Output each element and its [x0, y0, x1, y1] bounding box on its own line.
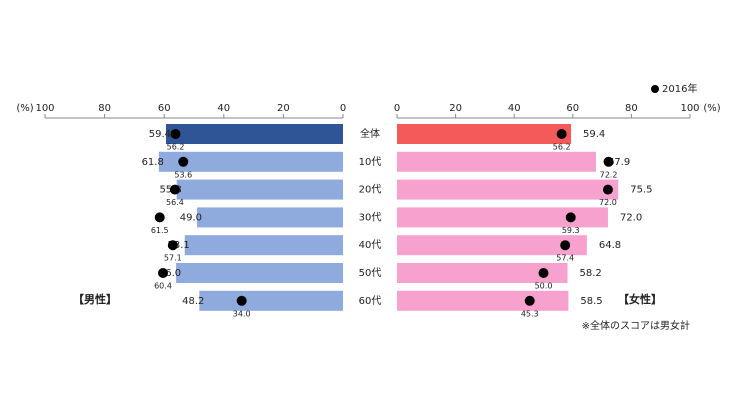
bar	[397, 124, 572, 144]
value-label: 59.4	[149, 129, 171, 140]
dot-label: 56.4	[166, 198, 184, 207]
axis-unit: (%)	[16, 103, 33, 114]
value-label: 75.5	[630, 185, 652, 196]
dot-2016	[603, 156, 614, 167]
dot-label: 59.3	[562, 226, 580, 235]
category-label: 30代	[359, 211, 382, 223]
axis-unit: (%)	[703, 103, 720, 114]
dot-label: 72.0	[599, 198, 617, 207]
dot-2016	[560, 240, 571, 251]
x-tick-label: 40	[217, 103, 230, 114]
bar	[397, 235, 587, 256]
value-label: 56.0	[159, 268, 181, 279]
dot-2016	[556, 129, 567, 139]
value-label: 53.1	[167, 240, 189, 251]
bar	[199, 290, 343, 311]
x-tick-label: 100	[35, 103, 54, 114]
value-label: 58.5	[580, 296, 602, 307]
dot-label: 72.2	[600, 170, 618, 179]
category-label: 40代	[359, 239, 382, 251]
dot-2016	[524, 295, 535, 306]
dot-2016	[158, 268, 169, 278]
x-tick-label: 40	[508, 103, 521, 114]
x-tick-label: 0	[394, 103, 400, 114]
bar	[397, 151, 596, 172]
dot-label: 53.6	[174, 170, 192, 179]
dot-label: 50.0	[535, 282, 553, 291]
bar	[165, 124, 343, 144]
dot-label: 45.3	[521, 309, 539, 318]
legend-marker	[651, 85, 659, 93]
dot-2016	[602, 184, 613, 195]
x-tick-label: 100	[680, 103, 699, 114]
x-tick-label: 60	[566, 103, 579, 114]
bar	[397, 207, 608, 228]
x-tick-label: 20	[449, 103, 462, 114]
bar	[176, 263, 343, 283]
x-tick-label: 80	[625, 103, 638, 114]
bar	[184, 235, 343, 256]
dot-2016	[154, 212, 165, 223]
category-label: 全体	[360, 127, 380, 140]
dot-label: 56.2	[553, 143, 571, 152]
x-tick-label: 80	[98, 103, 111, 114]
value-label: 64.8	[599, 240, 621, 251]
dot-2016	[167, 240, 178, 251]
value-label: 49.0	[180, 212, 202, 223]
value-label: 61.8	[142, 157, 164, 168]
category-label: 50代	[359, 267, 382, 279]
panel-title: 【女性】	[618, 292, 662, 306]
legend-label: 2016年	[662, 82, 697, 95]
bar	[397, 179, 619, 200]
value-label: 67.9	[608, 157, 630, 168]
dot-2016	[178, 156, 189, 167]
dot-label: 60.4	[154, 282, 172, 291]
value-label: 58.2	[580, 268, 602, 279]
x-tick-label: 60	[158, 103, 171, 114]
dot-2016	[538, 268, 549, 278]
dot-2016	[170, 129, 181, 139]
value-label: 59.4	[583, 129, 605, 140]
dot-label: 57.4	[556, 254, 574, 263]
dot-2016	[169, 184, 180, 195]
bar	[158, 151, 343, 172]
dot-label: 56.2	[167, 143, 185, 152]
dot-label: 57.1	[164, 254, 182, 263]
panel-title: 【男性】	[73, 292, 117, 306]
note: ※全体のスコアは男女計	[582, 319, 690, 332]
bar	[176, 179, 343, 200]
bar	[397, 263, 568, 283]
x-tick-label: 0	[340, 103, 346, 114]
bar	[397, 290, 569, 311]
dot-label: 61.5	[151, 226, 169, 235]
category-label: 60代	[359, 295, 382, 307]
category-label: 10代	[359, 156, 382, 168]
category-label: 20代	[359, 184, 382, 196]
bar	[196, 207, 343, 228]
dot-label: 34.0	[233, 309, 251, 318]
dot-2016	[236, 295, 247, 306]
value-label: 72.0	[620, 212, 642, 223]
x-tick-label: 20	[277, 103, 290, 114]
value-label: 48.2	[182, 296, 204, 307]
dot-2016	[565, 212, 576, 223]
